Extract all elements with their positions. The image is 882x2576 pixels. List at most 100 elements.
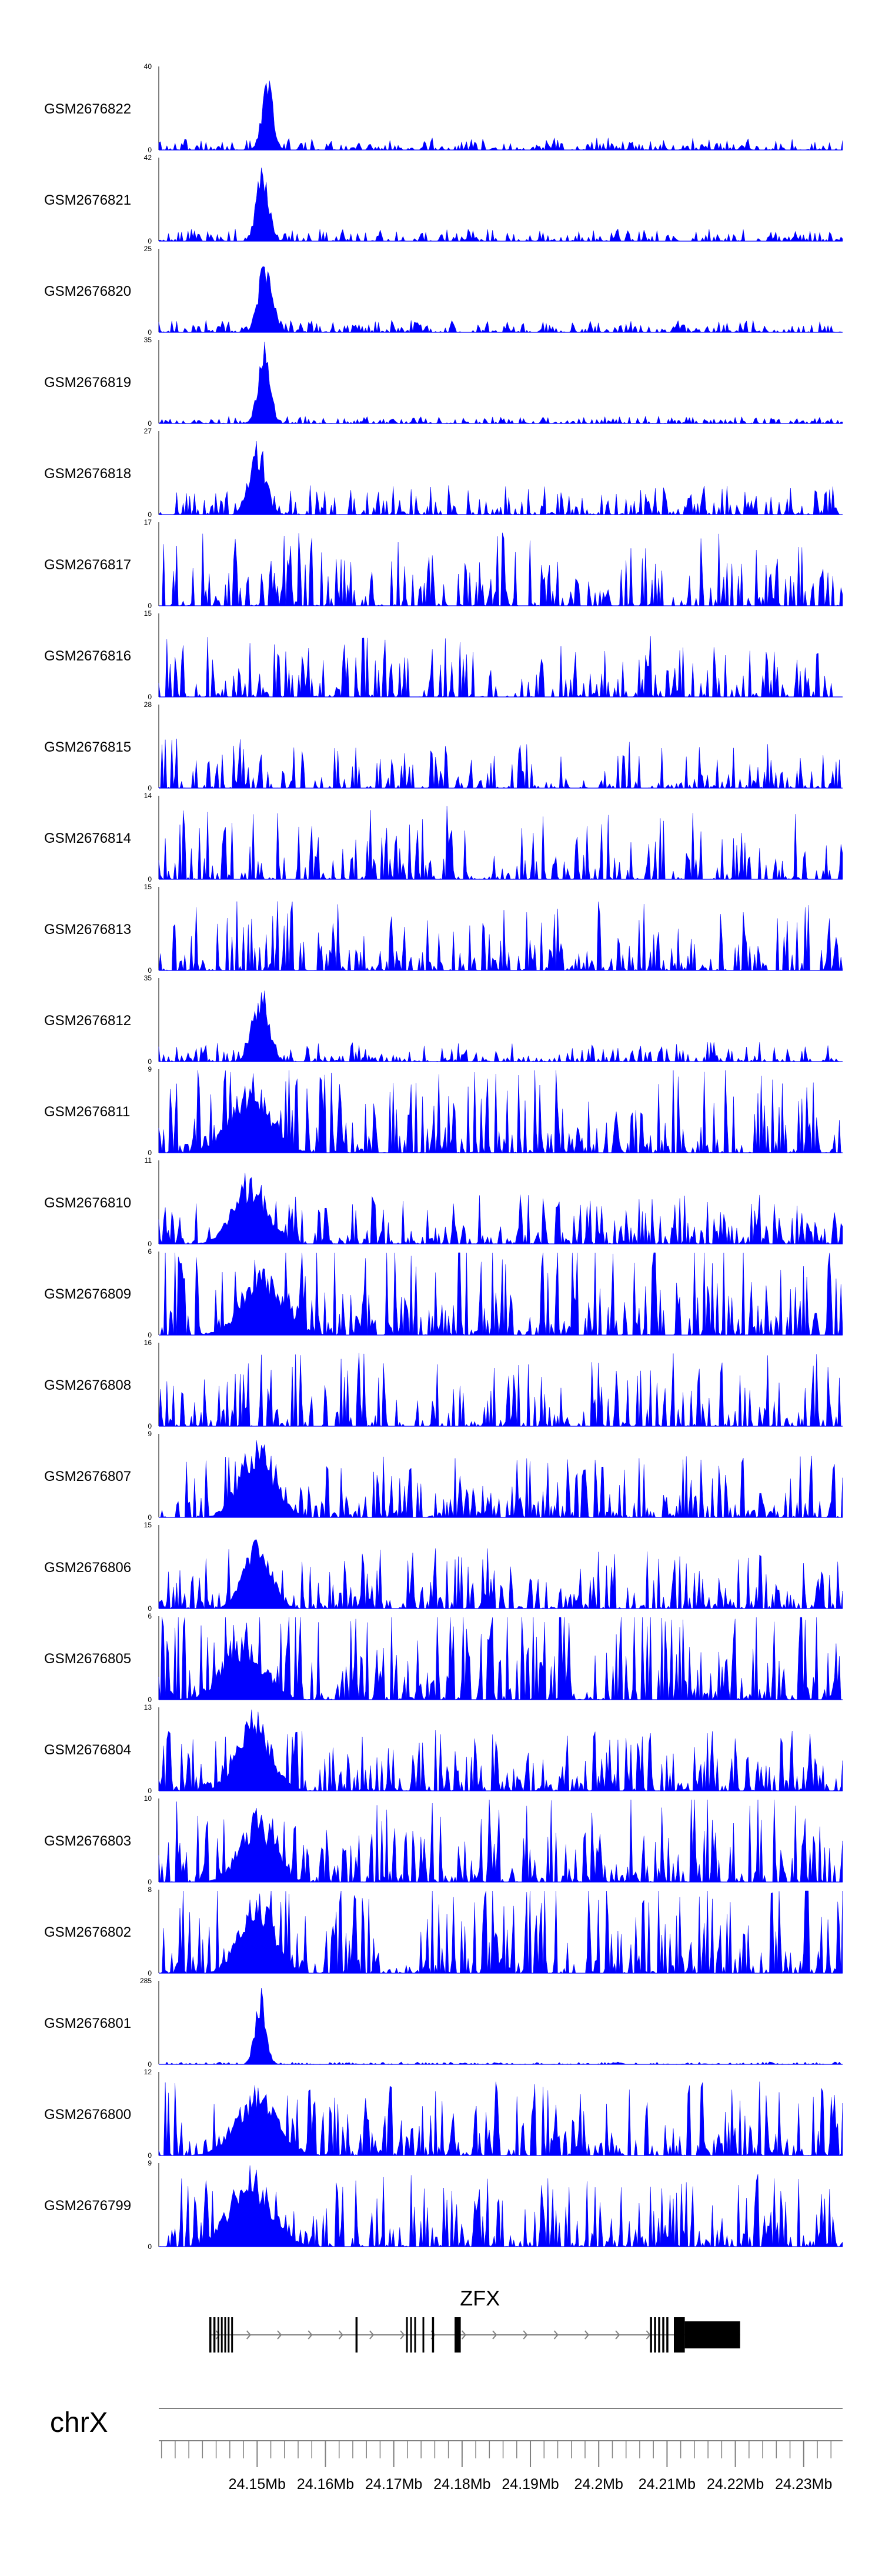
signal-area	[158, 806, 843, 880]
ymin-label: 0	[148, 419, 152, 428]
strand-chevron	[215, 2330, 220, 2340]
ymax-label: 11	[145, 1156, 152, 1164]
ymin-label: 0	[148, 237, 152, 245]
signal-area	[159, 1252, 843, 1336]
exon-block	[684, 2321, 740, 2348]
track-GSM2676821: GSM2676821 42 0	[44, 154, 843, 245]
strand-chevron	[553, 2330, 559, 2340]
track-GSM2676816: GSM2676816 15 0	[44, 609, 843, 701]
ymin-label: 0	[148, 1604, 152, 1613]
track-name: GSM2676822	[44, 101, 131, 117]
ymax-label: 27	[144, 427, 152, 435]
track-GSM2676822: GSM2676822 40 0	[44, 62, 843, 154]
ymin-label: 0	[148, 1057, 152, 1066]
exon-block	[455, 2317, 461, 2353]
gene-track: ZFX	[209, 2286, 740, 2353]
ymin-label: 0	[148, 146, 152, 154]
exon-block	[209, 2317, 212, 2353]
signal-area	[159, 1440, 843, 1518]
ymin-label: 0	[148, 875, 152, 883]
ymax-label: 6	[148, 1247, 152, 1256]
track-GSM2676814: GSM2676814 14 0	[44, 792, 843, 883]
ymin-label: 0	[148, 966, 152, 975]
strand-chevron	[584, 2330, 590, 2340]
ymax-label: 35	[144, 336, 152, 344]
exon-block	[674, 2317, 685, 2353]
track-name: GSM2676817	[44, 557, 131, 573]
signal-area	[158, 738, 843, 789]
track-GSM2676801: GSM2676801 285 0	[44, 1977, 843, 2068]
ymax-label: 10	[144, 1794, 152, 1803]
ymax-label: 40	[144, 62, 152, 71]
track-GSM2676802: GSM2676802 8 0	[44, 1886, 843, 1977]
chromosome-name: chrX	[50, 2407, 108, 2438]
tick-label: 24.18Mb	[433, 2476, 490, 2492]
ymax-label: 16	[144, 1339, 152, 1347]
ymin-label: 0	[148, 1787, 152, 1795]
strand-chevron	[338, 2330, 343, 2340]
signal-area	[158, 2165, 843, 2247]
track-name: GSM2676818	[44, 466, 131, 482]
ymax-label: 17	[144, 518, 152, 526]
ymax-label: 15	[144, 609, 152, 618]
ymax-label: 8	[148, 1886, 152, 1894]
exon-block	[355, 2317, 358, 2353]
track-name: GSM2676820	[44, 283, 131, 299]
track-name: GSM2676805	[44, 1651, 131, 1667]
track-GSM2676810: GSM2676810 11 0	[44, 1156, 843, 1248]
signal-area	[158, 1353, 843, 1427]
tick-label: 24.23Mb	[775, 2476, 832, 2492]
ymax-label: 285	[140, 1977, 152, 1985]
track-GSM2676804: GSM2676804 13 0	[44, 1703, 843, 1795]
exon-block	[228, 2317, 230, 2353]
ymax-label: 12	[144, 2068, 152, 2076]
ymax-label: 9	[148, 1065, 152, 1073]
strand-chevron	[492, 2330, 497, 2340]
exon-block	[650, 2317, 652, 2353]
strand-chevron	[277, 2330, 282, 2340]
strand-chevron	[615, 2330, 620, 2340]
ymax-label: 6	[148, 1612, 152, 1620]
ymax-label: 13	[144, 1703, 152, 1711]
ymax-label: 42	[144, 154, 152, 162]
strand-chevron	[400, 2330, 405, 2340]
tick-label: 24.15Mb	[229, 2476, 286, 2492]
ymax-label: 15	[144, 883, 152, 891]
ymax-label: 28	[144, 700, 152, 709]
track-GSM2676808: GSM2676808 16 0	[44, 1339, 843, 1430]
tick-label: 24.2Mb	[574, 2476, 623, 2492]
signal-area	[158, 168, 843, 242]
ymin-label: 0	[148, 1878, 152, 1886]
track-name: GSM2676804	[44, 1742, 131, 1758]
signal-area	[158, 1070, 843, 1153]
ymin-label: 0	[148, 1331, 152, 1339]
signal-area	[158, 1617, 843, 1700]
track-name: GSM2676807	[44, 1469, 131, 1484]
exon-block	[422, 2317, 425, 2353]
ymin-label: 0	[148, 2243, 152, 2251]
exon-block	[217, 2317, 219, 2353]
track-name: GSM2676811	[44, 1104, 130, 1120]
ymax-label: 9	[148, 1430, 152, 1438]
ymax-label: 35	[144, 974, 152, 982]
exon-block	[220, 2317, 223, 2353]
track-name: GSM2676808	[44, 1377, 131, 1393]
track-name: GSM2676814	[44, 830, 131, 846]
track-GSM2676819: GSM2676819 35 0	[44, 336, 843, 428]
ymax-label: 14	[144, 792, 152, 800]
exon-block	[414, 2317, 416, 2353]
strand-chevron	[461, 2330, 466, 2340]
signal-area	[158, 2081, 843, 2156]
exon-block	[666, 2317, 669, 2353]
genome-axis: chrX 24.15Mb 24.16Mb 24.17Mb 24.18Mb 24.19Mb 2…	[50, 2407, 843, 2492]
tick-label: 24.16Mb	[297, 2476, 354, 2492]
strand-chevron	[308, 2330, 313, 2340]
ymin-label: 0	[148, 693, 152, 701]
track-GSM2676812: GSM2676812 35 0	[44, 974, 843, 1066]
track-GSM2676811: GSM2676811 9 0	[44, 1065, 843, 1157]
ymax-label: 9	[148, 2159, 152, 2167]
signal-area	[158, 1799, 843, 1883]
ymin-label: 0	[148, 1513, 152, 1521]
exon-block	[231, 2317, 233, 2353]
